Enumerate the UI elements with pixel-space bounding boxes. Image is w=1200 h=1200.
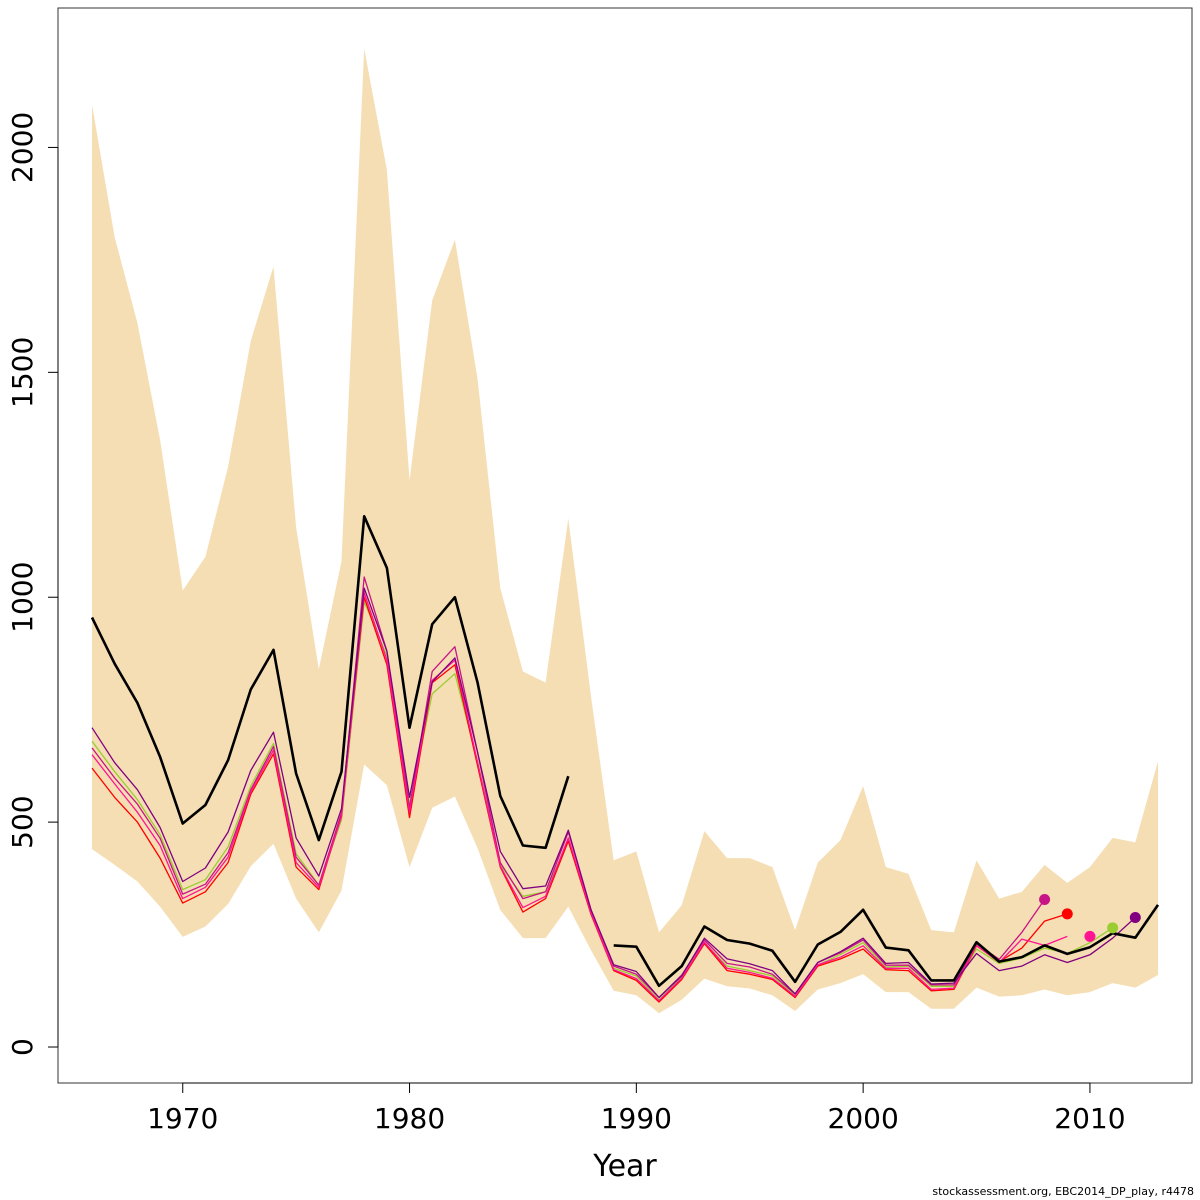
confidence-band	[92, 48, 1158, 1014]
x-tick-label: 2010	[1054, 1102, 1125, 1135]
series-end-point-1	[1107, 922, 1119, 934]
x-axis-title: Year	[592, 1149, 657, 1184]
y-tick-label: 0	[6, 1038, 39, 1056]
confidence-band-layer	[92, 48, 1158, 1014]
x-axis: 1970 1980 1990 2000 2010	[147, 1082, 1126, 1135]
y-axis: 0 500 1000 1500 2000	[6, 112, 59, 1056]
x-tick-label: 2000	[828, 1102, 899, 1135]
y-tick-label: 1000	[6, 562, 39, 633]
series-line-5	[91, 587, 1136, 999]
series-line-0	[90, 515, 1160, 988]
y-tick-label: 1500	[6, 337, 39, 408]
x-tick-label: 1990	[601, 1102, 672, 1135]
series-layer	[90, 515, 1160, 1003]
series-line-4	[91, 592, 1068, 1002]
series-end-point-5	[1129, 911, 1141, 923]
y-tick-label: 500	[6, 795, 39, 848]
series-end-point-2	[1039, 893, 1051, 905]
series-end-point-4	[1084, 930, 1096, 942]
x-tick-label: 1980	[374, 1102, 445, 1135]
y-tick-label: 2000	[6, 112, 39, 183]
series-end-point-3	[1061, 908, 1073, 920]
x-tick-label: 1970	[147, 1102, 218, 1135]
footer-text: stockassessment.org, EBC2014_DP_play, r4…	[932, 1185, 1194, 1198]
series-end-markers	[1039, 893, 1141, 942]
